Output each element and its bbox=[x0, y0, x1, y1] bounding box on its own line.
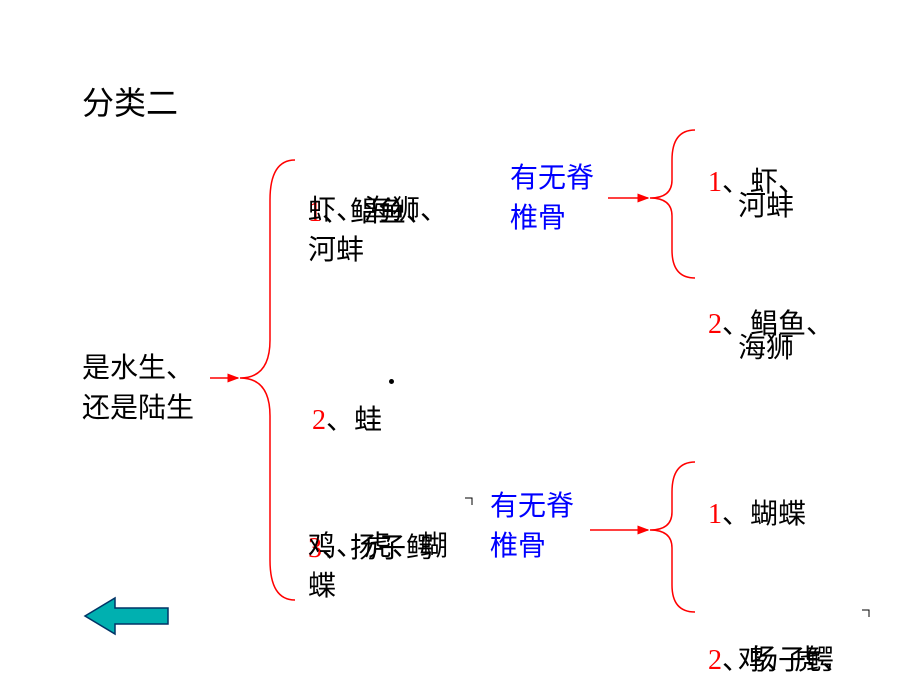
l1-item1-line3: 河蚌 bbox=[308, 230, 364, 272]
l1-item2-text: 、蛙 bbox=[326, 405, 382, 436]
l2t-item2-line2: 海狮 bbox=[738, 328, 794, 370]
corner-mark2 bbox=[862, 610, 869, 617]
l1-item2-num: 2 bbox=[312, 405, 326, 436]
corner-mark bbox=[465, 498, 472, 505]
back-arrow-icon[interactable] bbox=[85, 598, 168, 634]
l2b-item1-num: 1 bbox=[708, 499, 722, 530]
l1-item1-line2: 虾、海狮、 bbox=[308, 190, 448, 232]
criteria2-line2: 椎骨 bbox=[490, 526, 546, 568]
root-label-line1: 是水生、 bbox=[82, 348, 194, 390]
l1-item3-line3: 蝶 bbox=[308, 566, 336, 608]
l2t-item1-num: 1 bbox=[708, 167, 722, 198]
l1-item2: 2、蛙 bbox=[312, 358, 382, 442]
criteria1-line2: 椎骨 bbox=[510, 198, 566, 240]
l1-item3-line2: 鸡、虎、蝴 bbox=[308, 526, 448, 568]
center-dot bbox=[389, 379, 394, 384]
main-brace bbox=[240, 160, 295, 600]
l2t-item1-line2: 河蚌 bbox=[738, 186, 794, 228]
l2b-item1: 1、蝴蝶 bbox=[708, 452, 806, 536]
diagram-title: 分类二 bbox=[82, 78, 178, 124]
l2b-item1-text: 、蝴蝶 bbox=[722, 499, 806, 530]
l2b-item2-num: 2 bbox=[708, 645, 722, 676]
criteria1-line1: 有无脊 bbox=[510, 158, 594, 200]
l2b-item2-line2: 鸡、虎、 bbox=[738, 640, 850, 682]
top-brace bbox=[650, 130, 695, 278]
criteria2-line1: 有无脊 bbox=[490, 486, 574, 528]
l2t-item2-num: 2 bbox=[708, 309, 722, 340]
bottom-brace bbox=[650, 462, 695, 612]
root-label-line2: 还是陆生 bbox=[82, 388, 194, 430]
